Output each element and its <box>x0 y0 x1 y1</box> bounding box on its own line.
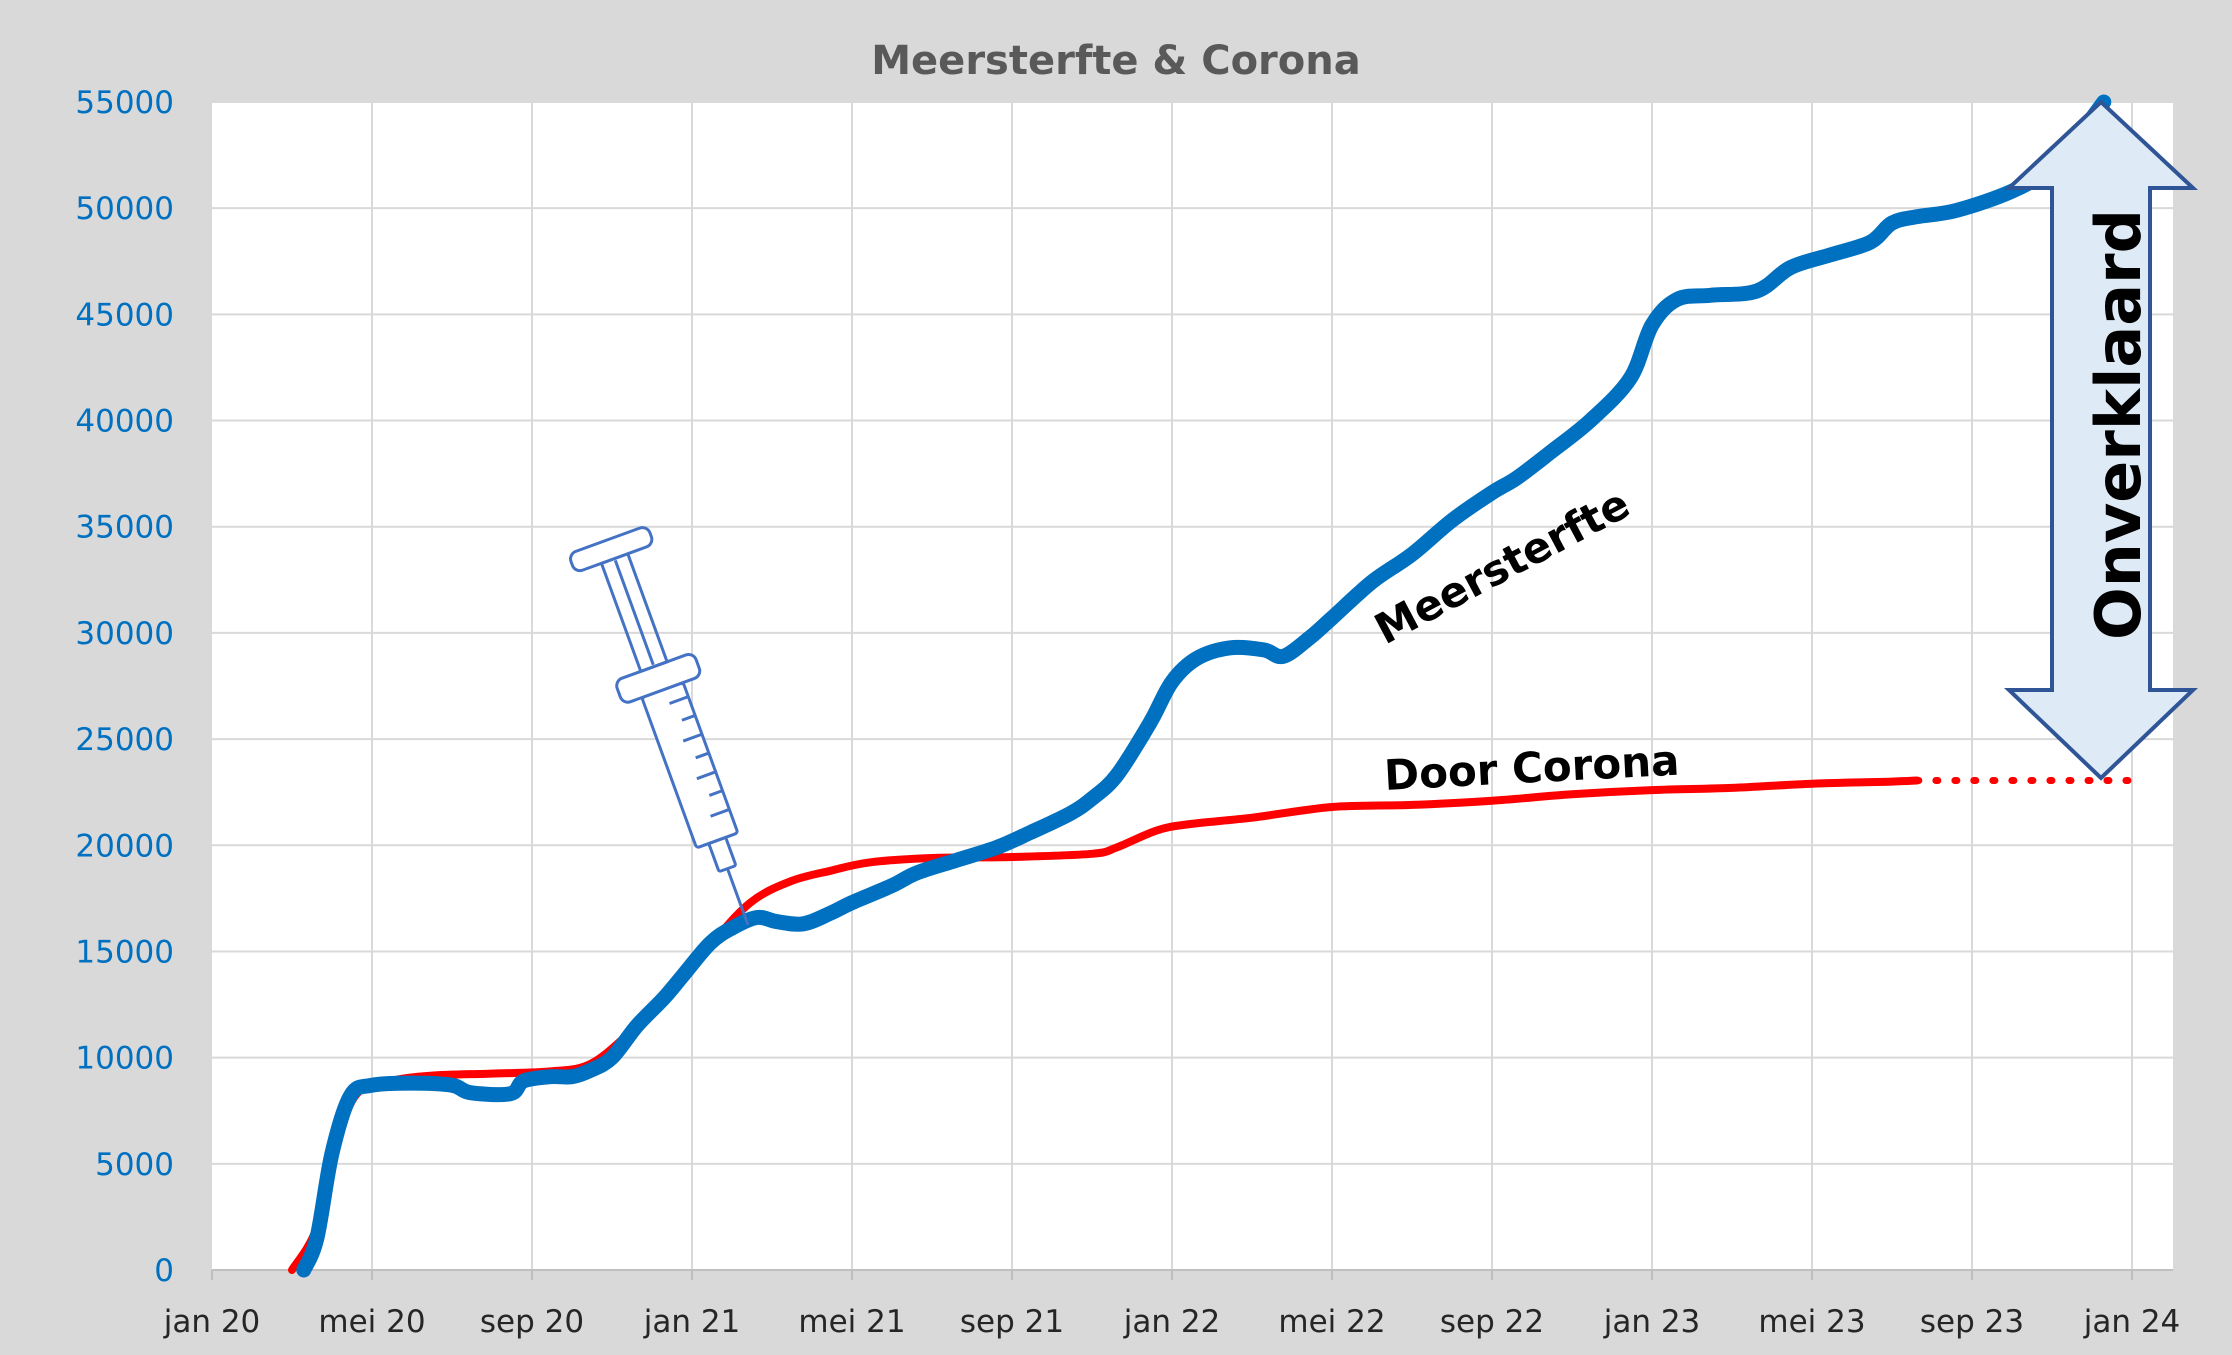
x-tick-label: jan 22 <box>1123 1304 1221 1340</box>
x-tick-label: sep 22 <box>1440 1304 1544 1340</box>
x-tick-label: sep 23 <box>1920 1304 2024 1340</box>
y-tick-label: 45000 <box>75 297 174 333</box>
x-axis-ticks: jan 20 mei 20 sep 20 jan 21 mei 21 sep 21 jan … <box>163 1304 2181 1340</box>
x-tick-label: jan 21 <box>643 1304 741 1340</box>
x-tick-label: jan 20 <box>163 1304 261 1340</box>
x-tick-label: sep 21 <box>960 1304 1064 1340</box>
y-axis-ticks: 0 5000 10000 15000 20000 25000 30000 35000 40000… <box>75 85 174 1289</box>
x-tick-label: mei 23 <box>1758 1304 1865 1340</box>
y-tick-label: 0 <box>154 1253 174 1289</box>
x-tick-label: jan 24 <box>2083 1304 2181 1340</box>
annotation-onverklaard: Onverklaard <box>2082 209 2155 640</box>
y-tick-label: 40000 <box>75 404 174 440</box>
y-tick-label: 30000 <box>75 616 174 652</box>
chart-title: Meersterfte & Corona <box>871 38 1360 84</box>
unexplained-arrow-icon <box>2003 99 2199 781</box>
syringe-icon <box>569 526 750 926</box>
x-tick-label: mei 20 <box>318 1304 425 1340</box>
y-tick-label: 20000 <box>75 828 174 864</box>
x-tick-label: sep 20 <box>480 1304 584 1340</box>
series-line-meersterfte <box>296 94 2112 1278</box>
y-tick-label: 15000 <box>75 934 174 970</box>
x-tick-label: mei 22 <box>1278 1304 1385 1340</box>
y-tick-label: 50000 <box>75 191 174 227</box>
series-lines <box>288 94 2148 1278</box>
gridlines <box>211 101 2173 1280</box>
series-line-corona <box>288 776 1921 1274</box>
y-tick-label: 25000 <box>75 722 174 758</box>
y-tick-label: 55000 <box>75 85 174 121</box>
y-tick-label: 5000 <box>95 1147 174 1183</box>
y-tick-label: 35000 <box>75 510 174 546</box>
x-tick-label: mei 21 <box>798 1304 905 1340</box>
y-tick-label: 10000 <box>75 1041 174 1077</box>
x-tick-label: jan 23 <box>1603 1304 1701 1340</box>
